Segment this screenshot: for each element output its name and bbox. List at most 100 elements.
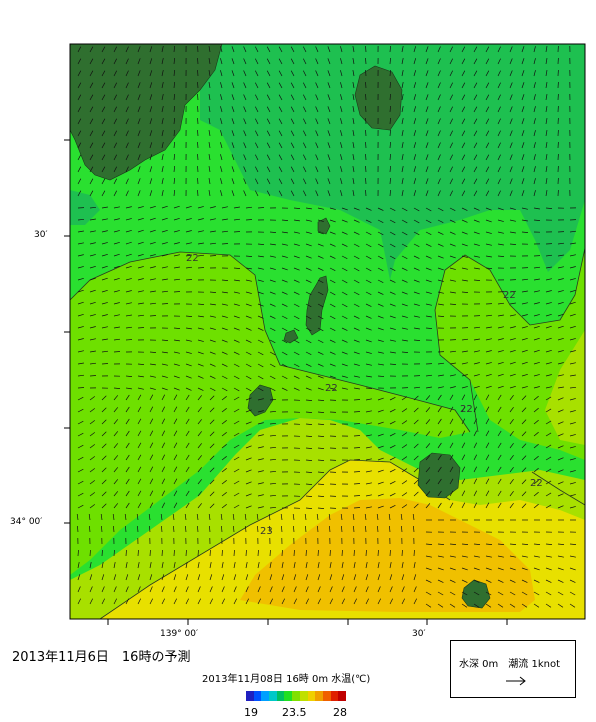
- current-vector: [173, 418, 178, 425]
- current-vector: [220, 190, 223, 197]
- current-vector: [401, 562, 404, 569]
- current-vector: [401, 598, 406, 605]
- current-vector: [533, 543, 541, 545]
- current-vector: [461, 142, 466, 149]
- current-vector: [413, 243, 420, 248]
- current-vector: [208, 154, 211, 161]
- current-vector: [425, 386, 432, 389]
- current-vector: [137, 178, 141, 185]
- current-vector: [89, 432, 96, 437]
- current-vector: [413, 219, 420, 224]
- current-vector: [302, 118, 307, 125]
- current-vector: [425, 395, 431, 401]
- current-vector: [461, 190, 466, 197]
- current-vector: [353, 207, 360, 211]
- current-vector: [173, 141, 176, 149]
- current-vector: [389, 351, 396, 354]
- current-vector: [161, 290, 169, 293]
- current-vector: [509, 406, 514, 413]
- current-vector: [509, 82, 513, 89]
- current-vector: [233, 420, 240, 425]
- current-vector: [425, 166, 429, 173]
- current-vector: [389, 243, 396, 248]
- water-22-west: [70, 252, 470, 575]
- current-vector: [521, 395, 527, 401]
- current-vector: [257, 255, 264, 258]
- current-vector: [353, 411, 361, 413]
- current-vector: [437, 46, 441, 53]
- current-vector: [413, 154, 417, 161]
- current-vector: [545, 82, 548, 89]
- current-vector: [569, 458, 576, 461]
- current-vector: [149, 442, 154, 449]
- current-vector: [425, 603, 432, 608]
- current-vector: [101, 178, 106, 185]
- current-vector: [149, 315, 157, 317]
- current-vector: [315, 178, 319, 185]
- current-vector: [281, 231, 288, 234]
- current-vector: [473, 394, 478, 401]
- current-vector: [461, 543, 469, 545]
- current-vector: [113, 525, 115, 533]
- current-vector: [425, 303, 432, 306]
- current-vector: [401, 243, 408, 248]
- current-vector: [425, 106, 429, 113]
- current-vector: [137, 82, 141, 89]
- current-vector: [473, 279, 481, 281]
- current-vector: [509, 466, 514, 473]
- current-vector: [485, 243, 492, 246]
- current-vector: [77, 480, 84, 485]
- current-vector: [377, 549, 379, 557]
- current-vector: [449, 255, 456, 259]
- current-vector: [266, 178, 271, 185]
- current-vector: [449, 142, 454, 149]
- current-vector: [269, 598, 274, 605]
- current-vector: [305, 459, 313, 461]
- current-vector: [161, 562, 164, 569]
- current-vector: [221, 279, 229, 281]
- kozushima-island: [247, 384, 274, 417]
- current-vector: [497, 567, 504, 571]
- current-vector: [533, 567, 540, 571]
- current-vector: [352, 190, 355, 197]
- current-vector: [290, 130, 295, 137]
- current-vector: [485, 543, 493, 545]
- current-vector: [473, 94, 478, 101]
- current-vector: [401, 444, 408, 449]
- current-vector: [161, 82, 164, 89]
- current-vector: [449, 543, 457, 545]
- current-vector: [509, 394, 514, 401]
- current-vector: [269, 291, 276, 295]
- current-vector: [137, 142, 141, 149]
- current-vector: [437, 219, 444, 224]
- current-vector: [425, 82, 429, 89]
- current-vector: [89, 230, 96, 233]
- current-vector: [209, 407, 215, 413]
- current-vector: [125, 46, 129, 53]
- current-vector: [521, 70, 525, 77]
- current-vector: [497, 243, 504, 246]
- current-vector: [89, 242, 96, 245]
- current-vector: [185, 205, 192, 209]
- current-vector: [315, 190, 319, 197]
- current-vector: [89, 574, 93, 581]
- current-vector: [449, 466, 454, 473]
- current-vector: [77, 492, 84, 497]
- colorbar-swatch: [338, 691, 346, 701]
- current-vector: [185, 315, 193, 317]
- colorbar-swatch: [269, 691, 277, 701]
- current-vector: [113, 387, 121, 389]
- current-vector: [401, 166, 404, 173]
- current-vector: [293, 387, 300, 391]
- current-vector: [254, 46, 259, 53]
- current-vector: [485, 255, 492, 258]
- current-vector: [161, 394, 166, 401]
- current-vector: [101, 218, 108, 221]
- current-vector: [340, 118, 343, 125]
- current-vector: [365, 398, 372, 401]
- current-vector: [545, 456, 552, 461]
- current-vector: [185, 454, 190, 461]
- current-vector: [293, 327, 300, 332]
- current-vector: [377, 421, 384, 425]
- current-vector: [473, 178, 478, 185]
